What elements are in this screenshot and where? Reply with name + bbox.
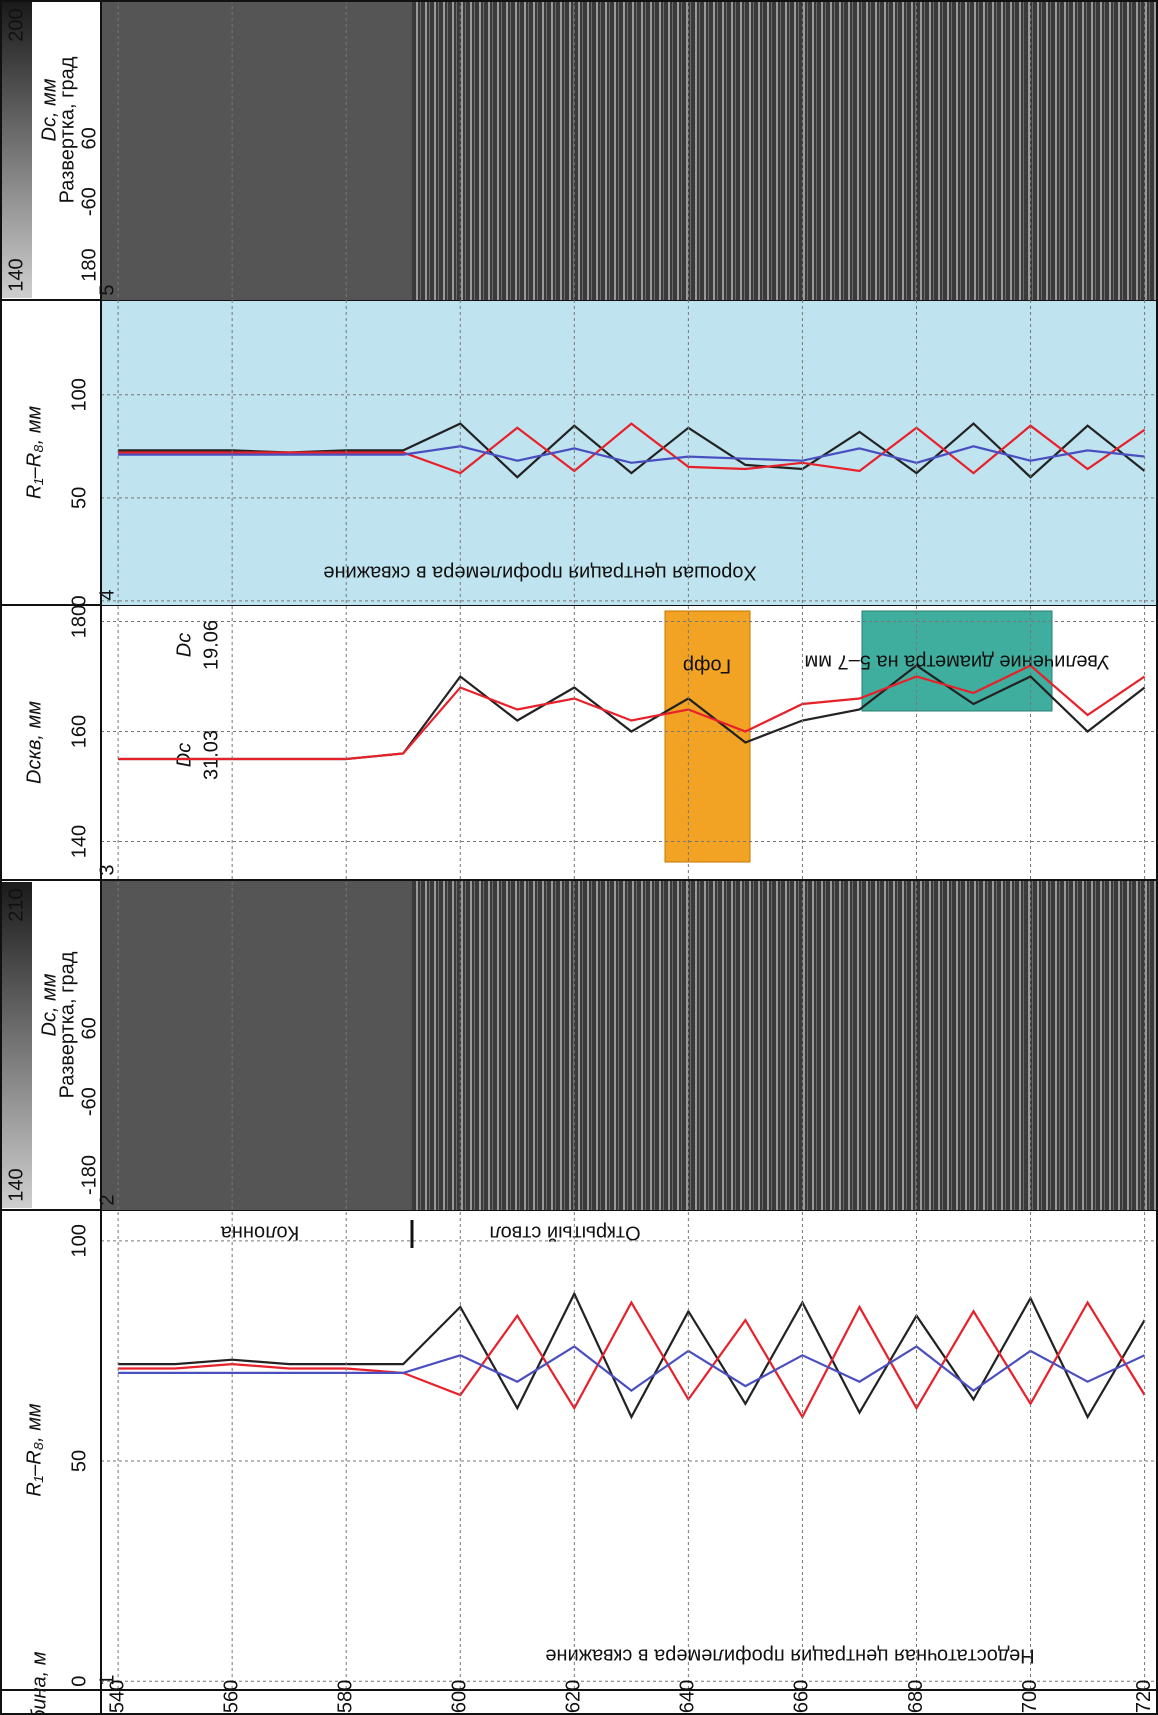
color-scale — [2, 2, 32, 298]
x-axis-label: Глубина, м — [28, 1651, 50, 1715]
annotation: Гофр — [683, 655, 731, 677]
image-log-open-hole — [412, 0, 1156, 300]
x-tick-label: 1600 — [449, 1680, 471, 1715]
x-tick-label: 1580 — [334, 1680, 356, 1715]
y-axis-label: Dскв, мм — [23, 701, 45, 784]
y-tick-label: 100 — [68, 378, 90, 411]
image-log-open-hole — [412, 880, 1156, 1210]
azimuth-tick-label: -180 — [78, 1155, 100, 1195]
x-tick-label: 1560 — [220, 1680, 242, 1715]
legend-symbol: Dc — [173, 633, 195, 657]
x-tick-label: 1620 — [563, 1680, 585, 1715]
y-axis-label: R₁–R₈, мм — [23, 1403, 45, 1497]
image-log-casing — [101, 0, 412, 300]
y-axis-label: R₁–R₈, мм — [23, 406, 45, 500]
azimuth-tick-label: -60 — [78, 1087, 100, 1116]
x-tick-label: 1660 — [791, 1680, 813, 1715]
x-tick-label: 1720 — [1133, 1680, 1155, 1715]
annotation: Недостаточная центрация профилемера в ск… — [545, 1645, 1034, 1667]
annotation: Хорошая центрация профилемера в скважине — [323, 562, 756, 584]
azimuth-tick-label: 180 — [78, 248, 100, 281]
y-tick-label: 0 — [68, 595, 90, 606]
y-tick-label: 180 — [68, 605, 90, 638]
legend-entry: 19.06 — [200, 620, 222, 670]
x-tick-label: 1640 — [677, 1680, 699, 1715]
y-tick-label: 50 — [68, 1450, 90, 1472]
x-tick-label: 1700 — [1019, 1680, 1041, 1715]
scale-tick-label: 210 — [5, 888, 27, 921]
legend-symbol: Dc — [173, 743, 195, 767]
scale-tick-label: 140 — [5, 1168, 27, 1201]
annotation: Увеличение диаметра на 5–7 мм — [804, 651, 1109, 673]
scale-tick-label: 140 — [5, 258, 27, 291]
y-axis-label-2: Развертка, град — [56, 951, 78, 1098]
annotation: Открытый ствол — [489, 1222, 640, 1244]
body: 050100R₁–R₈, ммНедостаточная центрация п… — [0, 0, 1158, 1715]
y-tick-label: 50 — [68, 487, 90, 509]
x-tick-label: 1680 — [905, 1680, 927, 1715]
y-tick-label: 140 — [68, 825, 90, 858]
y-tick-label: 0 — [68, 1676, 90, 1687]
y-axis-label-2: Развертка, град — [56, 56, 78, 203]
track-number: 5 — [96, 284, 118, 295]
x-tick-label: 1540 — [106, 1680, 128, 1715]
color-scale — [2, 882, 32, 1208]
y-tick-label: 100 — [68, 1224, 90, 1257]
y-tick-label: 160 — [68, 715, 90, 748]
azimuth-tick-label: -60 — [78, 187, 100, 216]
image-log-casing — [101, 880, 412, 1210]
azimuth-tick-label: 60 — [78, 1017, 100, 1039]
figure: 050100R₁–R₈, ммНедостаточная центрация п… — [0, 0, 1158, 1715]
track-number: 3 — [96, 864, 118, 875]
page: Профилеметрия {"chart_data": [ {"type": … — [0, 0, 1158, 1715]
azimuth-tick-label: 60 — [78, 127, 100, 149]
scale-tick-label: 200 — [5, 8, 27, 41]
track-number: 4 — [96, 589, 118, 600]
track-number: 2 — [96, 1194, 118, 1205]
legend-entry: 31.03 — [200, 730, 222, 780]
